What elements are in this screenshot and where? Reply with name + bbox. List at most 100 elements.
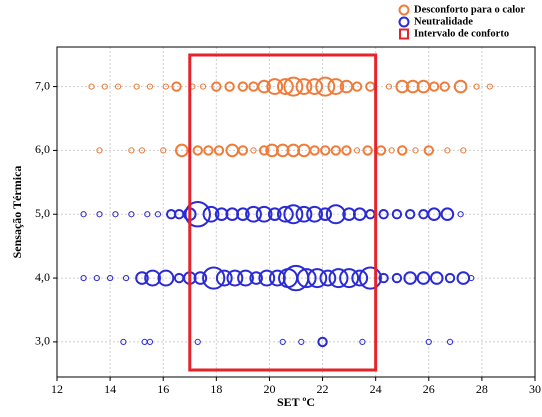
bubble (146, 83, 154, 90)
y-tick-label: 6,0 (35, 142, 50, 156)
legend-marker (398, 16, 410, 28)
bubble (269, 269, 286, 287)
y-axis-title: Sensação Térmica (10, 166, 24, 259)
bubble (473, 83, 480, 90)
bubble (276, 78, 294, 95)
bubble (427, 207, 441, 222)
bubble (250, 147, 257, 154)
y-tick-label: 4,0 (35, 270, 50, 284)
bubble (296, 268, 317, 289)
bubble (245, 205, 262, 223)
bubble (237, 269, 254, 287)
bubble (456, 271, 471, 285)
bubble (309, 145, 320, 156)
bubble (88, 83, 95, 90)
bubble (295, 78, 313, 95)
bubble (306, 205, 323, 223)
bubble (391, 272, 403, 284)
bubble (295, 205, 313, 223)
x-tick-label: 18 (210, 382, 222, 396)
y-tick-label: 5,0 (35, 206, 50, 220)
bubble (236, 207, 250, 222)
bubble (122, 274, 130, 282)
bubble (237, 81, 249, 92)
bubble (307, 268, 328, 289)
bubble (96, 211, 103, 218)
bubble (328, 268, 349, 289)
bubble (107, 274, 114, 282)
bubble (203, 145, 214, 156)
bubble (144, 269, 162, 287)
bubble (249, 271, 263, 285)
bubble (202, 205, 220, 223)
bubble (255, 205, 273, 223)
bubble (457, 211, 464, 218)
x-tick-label: 24 (370, 382, 382, 396)
bubble (171, 81, 182, 92)
bubble (96, 147, 103, 154)
bubble (397, 145, 408, 156)
bubble (317, 336, 328, 348)
bubble (112, 211, 119, 218)
bubble (468, 274, 475, 282)
bubble (439, 81, 450, 92)
bubble (385, 83, 393, 90)
bubble (388, 147, 395, 154)
y-tick-label: 7,0 (35, 78, 50, 92)
bubble (453, 79, 468, 94)
x-tick-label: 16 (157, 382, 169, 396)
bubble (225, 143, 240, 158)
bubble (359, 338, 366, 345)
legend-label: Neutralidade (414, 16, 473, 27)
bubble (325, 204, 346, 225)
bubble (279, 338, 286, 345)
plot-frame (56, 46, 536, 378)
bubble (258, 269, 276, 287)
bubble (412, 147, 419, 154)
legend-marker (398, 4, 410, 16)
bubble (444, 147, 451, 154)
bubble (133, 83, 140, 90)
bubble (460, 147, 467, 154)
bubble (160, 147, 167, 154)
x-axis-title: SET ºC (277, 395, 315, 409)
bubble (319, 269, 337, 287)
bubble (358, 266, 382, 290)
bubble (128, 147, 135, 154)
bubble (351, 81, 363, 92)
bubble (266, 78, 284, 95)
comfort-interval (188, 53, 378, 372)
bubble (276, 205, 294, 223)
bubble (199, 83, 207, 90)
bubble (93, 274, 100, 282)
bubble (403, 271, 417, 285)
bubble (440, 207, 455, 222)
bubble (215, 269, 233, 287)
bubble (144, 211, 151, 218)
bubble (267, 207, 282, 222)
bubble (353, 147, 361, 154)
bubble (416, 271, 431, 285)
bubble (283, 76, 304, 97)
bubble (423, 145, 434, 156)
bubble (425, 338, 432, 345)
bubble (339, 268, 360, 289)
bubble (306, 78, 323, 95)
bubble (318, 207, 333, 222)
bubble (258, 145, 270, 156)
bubble (120, 338, 127, 345)
bubble (283, 204, 304, 225)
bubble (257, 79, 271, 94)
bubble (315, 76, 336, 97)
x-tick-label: 20 (263, 382, 275, 396)
bubble (80, 211, 87, 218)
bubble (193, 271, 208, 285)
bubble (378, 272, 389, 284)
bubble (154, 211, 162, 218)
bubble (138, 147, 146, 154)
x-tick-label: 12 (51, 382, 63, 396)
x-tick-label: 22 (317, 382, 329, 396)
bubble (429, 271, 444, 285)
bubble (213, 145, 225, 156)
